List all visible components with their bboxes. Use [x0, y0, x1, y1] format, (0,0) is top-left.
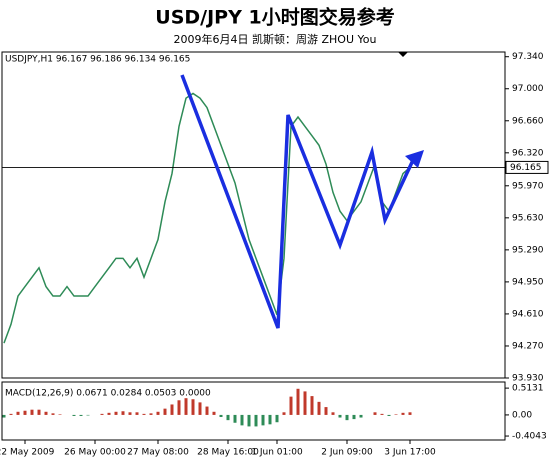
x-tick-label: 26 May 00:00 [64, 448, 126, 458]
y-tick-label: 0.5131 [512, 384, 544, 394]
chart-title: USD/JPY 1小时图交易参考 [155, 6, 394, 29]
price-line [3, 92, 411, 344]
x-tick-label: 1 Jun 01:00 [251, 448, 303, 458]
macd-bar [184, 398, 188, 415]
macd-bar [345, 414, 349, 421]
macd-bar [163, 408, 167, 415]
macd-bar [9, 413, 13, 415]
y-tick-label: 96.320 [512, 148, 544, 158]
trend-arrowhead [405, 150, 424, 168]
macd-bar [79, 414, 83, 416]
macd-bar [170, 404, 174, 415]
macd-bar [100, 413, 104, 415]
current-price-box [505, 160, 549, 174]
macd-bar [16, 411, 20, 415]
macd-bar [282, 412, 286, 415]
y-tick-label: 95.630 [512, 213, 544, 223]
shift-marker [398, 52, 408, 57]
y-tick-label: 94.610 [512, 309, 544, 319]
macd-bar [394, 414, 398, 415]
macd-bar [296, 388, 300, 415]
y-tick-label: 97.340 [512, 52, 544, 62]
macd-bar [191, 399, 195, 415]
macd-bar [212, 411, 216, 415]
macd-bar [261, 414, 265, 426]
macd-bar [51, 413, 55, 415]
macd-bar [408, 412, 412, 415]
macd-bar [359, 414, 363, 418]
macd-bar [352, 414, 356, 420]
macd-bar [44, 411, 48, 415]
macd-bar [254, 414, 258, 427]
y-tick-label: 95.290 [512, 245, 544, 255]
x-tick-label: 2 Jun 09:00 [321, 448, 373, 458]
macd-bar [289, 396, 293, 415]
price-label: USDJPY,H1 96.167 96.186 96.134 96.165 [5, 55, 190, 65]
macd-bar [149, 413, 153, 415]
macd-bar [30, 409, 34, 415]
chart-subtitle: 2009年6月4日 凯斯顿：周游 ZHOU You [174, 32, 377, 46]
x-tick-label: 22 May 2009 [0, 448, 55, 458]
macd-bar [205, 406, 209, 415]
macd-bar [303, 391, 307, 415]
y-tick-label: 95.970 [512, 181, 544, 191]
x-tick-label: 28 May 16:00 [197, 448, 259, 458]
macd-label: MACD(12,26,9) 0.0671 0.0284 0.0503 0.000… [5, 389, 211, 399]
macd-bar [247, 414, 251, 427]
macd-bar [128, 412, 132, 415]
macd-bar [23, 410, 27, 415]
macd-bar [219, 414, 223, 418]
macd-bar [380, 413, 384, 415]
y-tick-label: 94.270 [512, 341, 544, 351]
macd-bar [86, 414, 90, 416]
y-tick-label: 97.000 [512, 84, 544, 94]
macd-panel [1, 381, 506, 441]
y-tick-label: 94.950 [512, 277, 544, 287]
macd-bar [373, 412, 377, 415]
macd-bar [401, 412, 405, 415]
macd-bar [387, 414, 391, 416]
macd-bar [142, 413, 146, 415]
macd-bar [240, 414, 244, 426]
macd-bar [268, 414, 272, 425]
y-tick-label: 0.00 [512, 410, 532, 420]
macd-bar [58, 414, 62, 415]
macd-bar [2, 414, 6, 418]
macd-bar [331, 412, 335, 415]
current-price-label: 96.165 [510, 163, 542, 173]
macd-bar [135, 412, 139, 415]
y-tick-label: -0.4043 [512, 432, 547, 442]
macd-bar [37, 409, 41, 415]
macd-bar [107, 412, 111, 415]
macd-bar [310, 396, 314, 415]
macd-bar [114, 411, 118, 415]
x-tick-label: 3 Jun 17:00 [384, 448, 436, 458]
macd-bar [226, 414, 230, 421]
y-tick-label: 96.660 [512, 116, 544, 126]
macd-bar [338, 414, 342, 418]
macd-bar [317, 401, 321, 415]
macd-bar [156, 411, 160, 415]
y-tick-label: 93.930 [512, 374, 544, 384]
trend-sketch [180, 74, 416, 329]
macd-bar [177, 400, 181, 415]
macd-bar [233, 414, 237, 423]
macd-bar [324, 407, 328, 415]
macd-bar [275, 414, 279, 423]
macd-bar [72, 414, 76, 416]
price-panel [1, 51, 506, 379]
macd-bar [198, 402, 202, 415]
x-tick-label: 27 May 08:00 [127, 448, 189, 458]
macd-bar [121, 411, 125, 415]
